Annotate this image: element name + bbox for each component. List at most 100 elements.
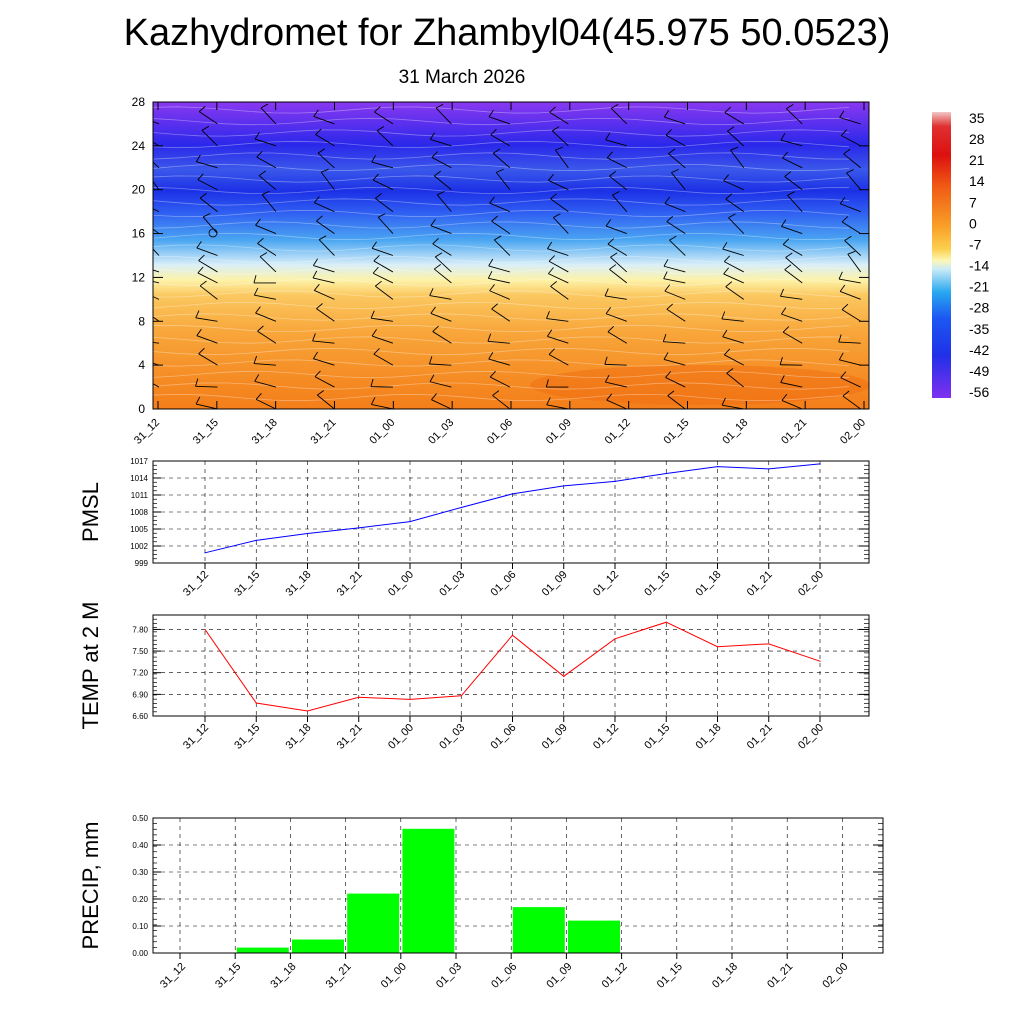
wind-barb: [610, 103, 628, 125]
wind-barb: [605, 132, 627, 147]
x-tick-label: 31_15: [232, 722, 262, 752]
wind-barb: [371, 329, 394, 344]
wind-barb: [607, 238, 628, 256]
wind-barb: [312, 333, 335, 344]
wind-barb: [433, 263, 452, 284]
data-point: [460, 695, 462, 697]
wind-barb: [784, 171, 803, 191]
wind-barb: [780, 375, 803, 388]
wind-barb: [801, 102, 803, 103]
wind-barb: [375, 280, 394, 300]
cross-y-tick-label: 20: [132, 183, 146, 197]
wind-barb: [780, 133, 803, 147]
panel-frame: [152, 614, 870, 717]
wind-barb: [153, 141, 160, 147]
wind-barb: [431, 393, 452, 409]
data-point: [409, 698, 411, 701]
wind-barb: [489, 196, 511, 213]
cross-y-tick-label: 28: [132, 95, 146, 109]
wind-barb: [549, 106, 569, 125]
cross-x-tick-label: 01_12: [603, 417, 633, 447]
wind-barb: [787, 191, 803, 212]
wind-barb: [431, 151, 452, 169]
wind-barb: [377, 213, 394, 234]
data-point: [768, 643, 770, 645]
wind-barb: [550, 193, 569, 213]
cross-x-tick-label: 01_06: [485, 417, 515, 447]
x-tick-label: 01_03: [437, 569, 467, 599]
y-tick-label: 1011: [131, 491, 149, 500]
y-tick-label: 1005: [130, 525, 148, 534]
colorbar-label: 7: [969, 194, 977, 210]
data-point: [665, 621, 667, 623]
wind-barb: [429, 374, 452, 388]
wind-barb: [663, 110, 686, 125]
cross-x-tick-label: 31_18: [250, 417, 280, 447]
wind-barb: [430, 218, 452, 234]
x-tick-label: 01_18: [694, 569, 724, 599]
wind-barb: [153, 269, 160, 273]
wind-barb: [722, 329, 744, 344]
wind-barb: [313, 196, 335, 213]
wind-barb: [259, 252, 277, 273]
wind-barbs: [153, 102, 862, 409]
wind-barb: [318, 235, 335, 256]
colorbar-label: -7: [969, 236, 982, 252]
wind-barb: [372, 173, 394, 191]
wind-barb: [742, 102, 744, 103]
wind-barb: [275, 102, 276, 103]
wind-barb: [721, 397, 744, 409]
x-tick-label: 31_21: [324, 961, 354, 991]
x-tick-label: 31_15: [213, 961, 243, 991]
wind-barb: [488, 258, 510, 273]
wind-barb: [376, 126, 394, 147]
wind-barb: [153, 316, 160, 322]
wind-barb: [153, 296, 160, 300]
wind-barb: [261, 190, 277, 212]
x-tick-label: 31_12: [181, 722, 211, 752]
wind-barb: [604, 374, 627, 388]
cross-x-tick-label: 31_21: [309, 417, 339, 447]
x-tick-label: 01_15: [655, 961, 685, 991]
wind-barb: [490, 128, 511, 147]
pmsl-chart: 999 1002 1005 1008 1011 1014 1017 31_12 31_15 31_…: [78, 457, 870, 599]
wind-barb: [847, 250, 862, 273]
x-tick-label: 01_03: [437, 722, 467, 752]
data-point: [409, 521, 411, 523]
x-tick-label: 31_18: [268, 961, 298, 991]
wind-barb: [375, 193, 394, 213]
wind-barb: [663, 352, 686, 366]
wind-barb: [840, 129, 861, 147]
wind-barb: [782, 238, 803, 256]
y-tick-label: 6.60: [132, 712, 148, 721]
wind-barb: [548, 267, 569, 284]
wind-barb: [158, 102, 159, 103]
wind-barb: [450, 102, 452, 103]
warm-pocket: [530, 365, 869, 405]
wind-barb: [609, 170, 628, 191]
wind-barb: [781, 307, 803, 322]
x-tick-label: 02_00: [796, 569, 826, 599]
wind-barb: [840, 371, 861, 388]
y-tick-label: 0.40: [132, 841, 148, 850]
colorbar-label: 21: [969, 152, 985, 168]
wind-barb: [370, 397, 393, 409]
wind-barb: [153, 383, 160, 388]
y-tick-label: 1017: [130, 457, 148, 466]
cross-x-tick-label: 01_00: [367, 417, 397, 447]
wind-barb: [612, 191, 628, 212]
wind-barb: [842, 390, 861, 409]
wind-barb: [548, 348, 569, 366]
x-tick-label: 31_18: [284, 569, 314, 599]
precip-bar: [402, 828, 455, 953]
y-tick-label: 0.10: [132, 922, 148, 931]
wind-barb: [492, 148, 511, 169]
wind-barb: [260, 103, 277, 125]
wind-barb: [548, 255, 569, 273]
x-tick-label: 01_00: [386, 722, 416, 752]
wind-barb: [728, 213, 745, 234]
colorbar-scale: [932, 112, 951, 398]
wind-barb: [255, 218, 277, 234]
wind-barb: [153, 228, 160, 234]
wind-barb: [371, 154, 394, 169]
